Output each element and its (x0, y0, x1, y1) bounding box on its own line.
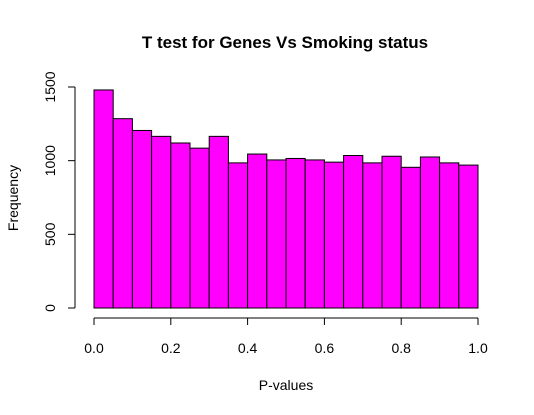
x-tick-label: 0.4 (238, 340, 258, 356)
y-ticks-group: 0 500 1000 1500 (42, 71, 75, 312)
x-tick-label: 0.0 (84, 340, 104, 356)
x-tick-label: 1.0 (468, 340, 488, 356)
y-tick-label: 500 (42, 222, 58, 246)
y-tick-label: 1000 (42, 145, 58, 176)
bars-group (93, 89, 479, 309)
histogram-bar (131, 129, 153, 309)
x-tick-label: 0.8 (391, 340, 411, 356)
histogram-bar (362, 162, 383, 309)
histogram-bar (343, 155, 364, 309)
histogram-bar (112, 118, 133, 309)
y-tick-label: 0 (42, 304, 58, 312)
x-ticks-group: 0.0 0.2 0.4 0.6 0.8 1.0 (84, 318, 488, 356)
histogram-bar (266, 159, 287, 309)
histogram-bar (208, 135, 229, 309)
histogram-bar (304, 159, 325, 309)
x-tick-label: 0.6 (315, 340, 335, 356)
chart-title: T test for Genes Vs Smoking status (142, 33, 428, 52)
histogram-bar (151, 135, 172, 309)
histogram-bar (189, 147, 210, 309)
histogram-bar (285, 157, 306, 309)
histogram-bar (323, 161, 345, 309)
histogram-bar (439, 162, 460, 309)
histogram-bar (227, 162, 249, 309)
y-tick-label: 1500 (42, 71, 58, 102)
histogram-bar (400, 166, 421, 309)
histogram-bar (170, 142, 191, 309)
x-axis-label: P-values (259, 377, 313, 393)
histogram-bar (419, 156, 441, 309)
x-tick-label: 0.2 (161, 340, 181, 356)
histogram-bar (381, 155, 402, 309)
histogram-bar (93, 89, 114, 309)
histogram-bar (458, 164, 479, 309)
y-axis-label: Frequency (5, 165, 21, 231)
histogram-bar (247, 153, 268, 309)
